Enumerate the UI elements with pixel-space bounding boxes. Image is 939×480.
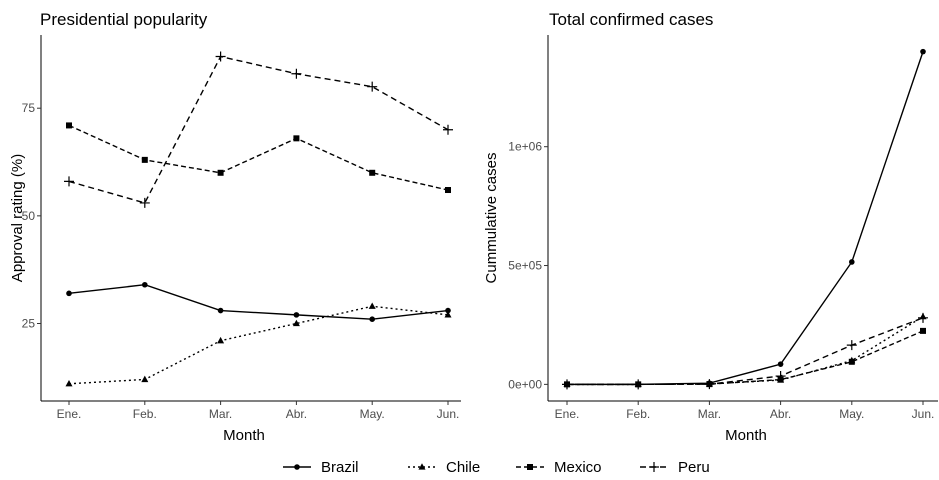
y-tick-label: 50: [22, 209, 36, 223]
mexico-line: [68, 124, 449, 191]
legend-label: Mexico: [554, 459, 602, 476]
chile-point: [292, 319, 300, 327]
y-tick-label: 5e+05: [508, 259, 542, 273]
x-tick-label: Ene.: [555, 407, 580, 421]
brazil-point: [849, 259, 855, 265]
brazil-point: [217, 307, 224, 314]
brazil-point: [142, 281, 148, 288]
x-tick-label: May.: [839, 407, 864, 421]
peru-line: [567, 317, 924, 386]
peru-point: [139, 197, 150, 208]
chart-title: Total confirmed cases: [549, 10, 713, 29]
chile-point: [141, 375, 149, 383]
peru-point: [215, 51, 226, 62]
peru-point: [367, 81, 378, 92]
mexico-point: [217, 169, 224, 176]
y-axis-title: Approval rating (%): [9, 154, 26, 282]
x-tick-label: Feb.: [133, 407, 157, 421]
legend-key-marker: [649, 462, 659, 472]
brazil-point: [293, 312, 300, 318]
x-axis-title: Month: [223, 427, 265, 444]
x-tick-label: Jun.: [437, 407, 460, 421]
legend-label: Brazil: [321, 459, 359, 476]
series-chile: [65, 302, 452, 387]
chile-point: [368, 302, 376, 309]
peru-point: [562, 379, 572, 390]
brazil-point: [920, 48, 926, 55]
legend-label: Peru: [678, 459, 710, 476]
peru-point: [443, 124, 453, 135]
chile-point: [444, 311, 452, 318]
chart-title: Presidential popularity: [40, 10, 208, 29]
legend-item-chile: Chile: [408, 459, 480, 476]
peru-point: [704, 379, 715, 390]
brazil-point: [66, 290, 72, 297]
series-brazil: [66, 281, 451, 322]
peru-point: [291, 68, 302, 79]
panel-total-confirmed-cases: Total confirmed cases Month Cummulative …: [483, 10, 938, 444]
x-tick-label: Ene.: [57, 407, 82, 421]
legend: Brazil Chile Mexico Peru: [283, 459, 710, 476]
x-tick-label: Jun.: [912, 407, 935, 421]
legend-item-peru: Peru: [640, 459, 710, 476]
x-tick-label: Abr.: [286, 407, 307, 421]
brazil-line: [567, 51, 924, 386]
brazil-point: [369, 316, 376, 322]
x-tick-label: May.: [360, 407, 385, 421]
peru-point: [775, 371, 786, 382]
peru-point: [918, 312, 928, 323]
series-chile: [563, 312, 927, 387]
legend-item-mexico: Mexico: [516, 459, 602, 476]
legend-label: Chile: [446, 459, 480, 476]
series-peru: [562, 312, 928, 390]
x-tick-label: Abr.: [770, 407, 791, 421]
series-mexico: [66, 122, 451, 194]
peru-point: [64, 176, 74, 187]
panel-presidential-popularity: Presidential popularity Month Approval r…: [9, 10, 461, 444]
chile-point: [217, 336, 225, 344]
legend-key-marker: [418, 463, 426, 470]
series-peru: [64, 51, 453, 208]
x-tick-label: Mar.: [209, 407, 232, 421]
x-tick-label: Mar.: [698, 407, 721, 421]
x-tick-label: Feb.: [626, 407, 650, 421]
mexico-point: [293, 135, 300, 142]
mexico-point: [369, 169, 376, 176]
x-axis-title: Month: [725, 427, 767, 444]
legend-key-marker: [294, 464, 300, 470]
mexico-point: [848, 358, 855, 365]
legend-item-brazil: Brazil: [283, 459, 359, 476]
mexico-point: [920, 327, 926, 334]
series-brazil: [564, 48, 926, 388]
peru-line: [68, 55, 449, 204]
mexico-point: [141, 156, 148, 163]
y-tick-label: 75: [22, 101, 36, 115]
mexico-line: [567, 330, 924, 386]
legend-key-marker: [527, 464, 533, 470]
brazil-line: [68, 284, 449, 320]
y-tick-label: 0e+00: [508, 377, 542, 391]
chile-line: [68, 305, 449, 385]
y-tick-label: 25: [22, 316, 36, 330]
y-axis-title: Cummulative cases: [483, 153, 500, 284]
peru-point: [633, 379, 644, 390]
brazil-point: [445, 307, 451, 314]
mexico-point: [66, 122, 72, 129]
chile-line: [567, 316, 924, 386]
y-tick-label: 1e+06: [508, 140, 542, 154]
chile-point: [65, 379, 73, 387]
brazil-point: [777, 361, 784, 367]
peru-point: [846, 340, 857, 351]
mexico-point: [445, 187, 451, 194]
